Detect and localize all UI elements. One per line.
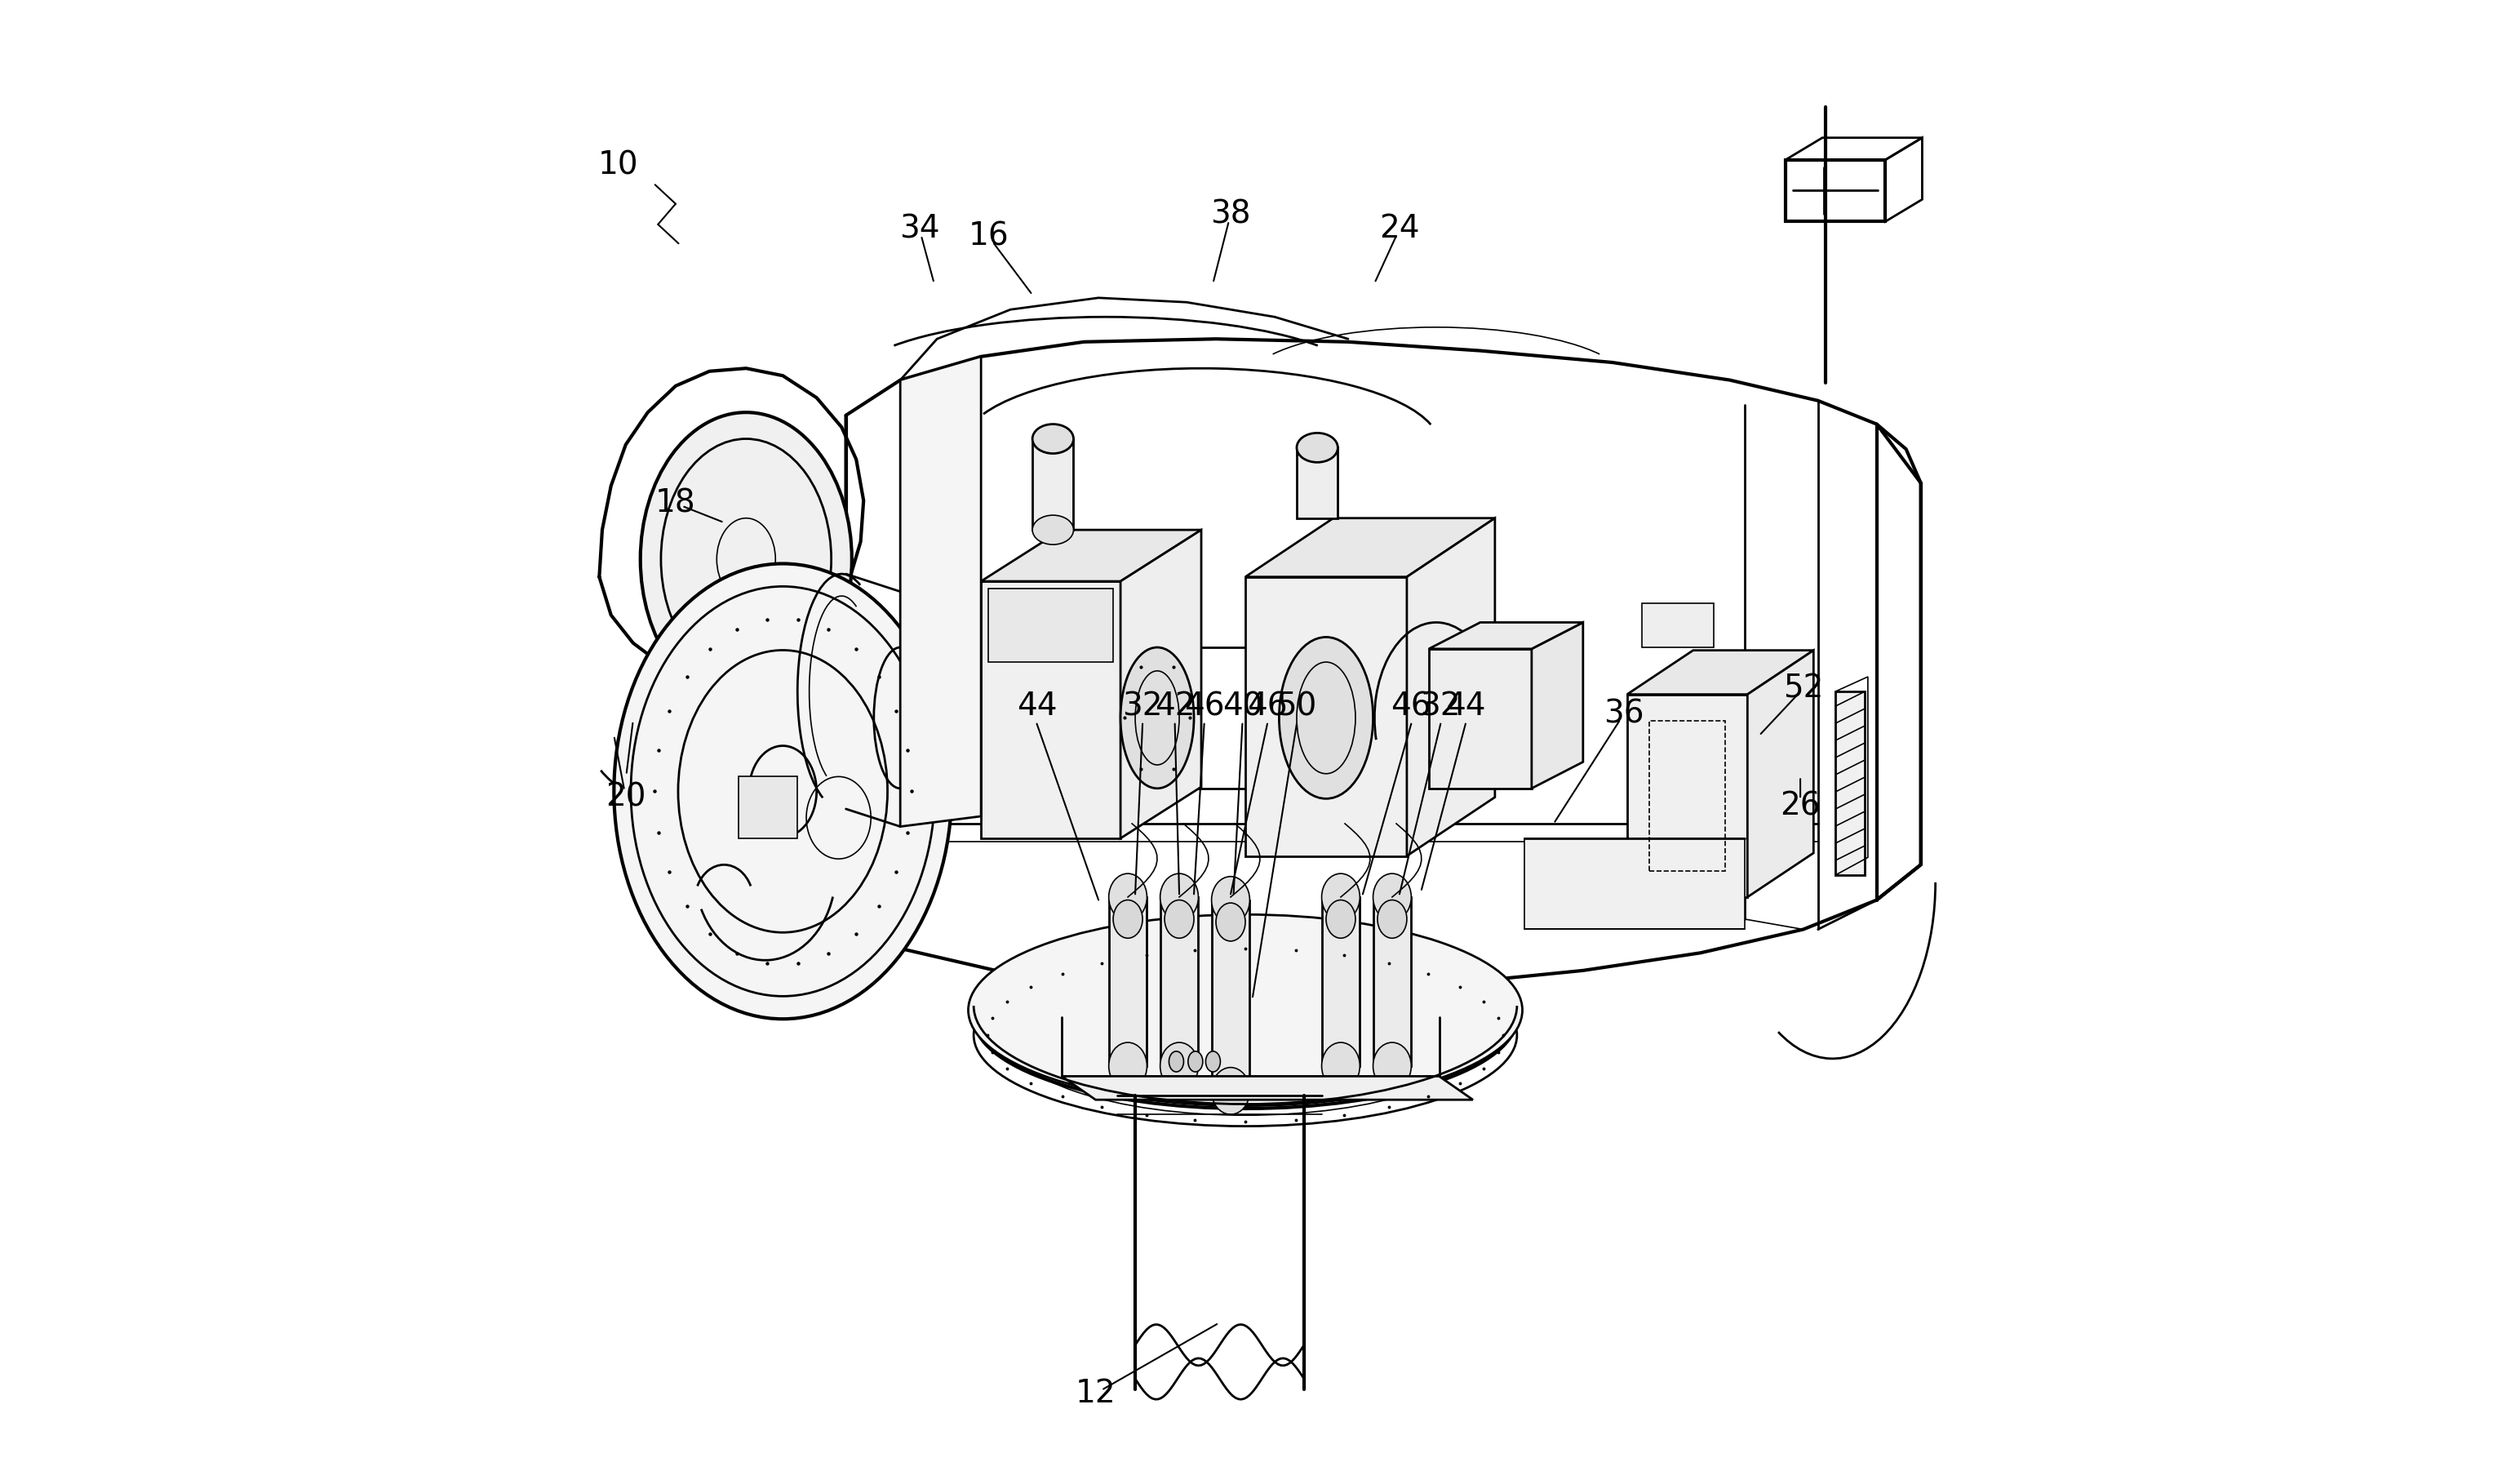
Ellipse shape bbox=[1033, 424, 1074, 453]
Text: 46: 46 bbox=[1247, 690, 1288, 722]
Ellipse shape bbox=[1320, 874, 1361, 921]
Text: 24: 24 bbox=[1378, 213, 1419, 244]
Text: 46: 46 bbox=[1391, 690, 1431, 722]
Ellipse shape bbox=[1212, 877, 1250, 924]
Bar bbox=[1212, 900, 1250, 1091]
Text: 40: 40 bbox=[1222, 690, 1263, 722]
Bar bbox=[1109, 897, 1147, 1066]
Polygon shape bbox=[900, 356, 980, 827]
Text: 46: 46 bbox=[1184, 690, 1225, 722]
Ellipse shape bbox=[1033, 515, 1074, 544]
Bar bbox=[1373, 897, 1411, 1066]
Ellipse shape bbox=[1205, 1052, 1220, 1072]
Bar bbox=[738, 777, 796, 838]
Text: 52: 52 bbox=[1784, 674, 1824, 705]
Polygon shape bbox=[1628, 650, 1814, 694]
Text: 12: 12 bbox=[1076, 1378, 1116, 1409]
Ellipse shape bbox=[1378, 900, 1406, 938]
Polygon shape bbox=[1245, 518, 1494, 577]
Text: 36: 36 bbox=[1603, 697, 1646, 730]
Bar bbox=[1628, 694, 1746, 897]
Text: 32: 32 bbox=[1121, 690, 1162, 722]
Bar bbox=[1835, 691, 1865, 875]
Text: 44: 44 bbox=[1016, 690, 1056, 722]
Text: 38: 38 bbox=[1210, 199, 1250, 229]
Bar bbox=[1245, 577, 1406, 856]
Text: 26: 26 bbox=[1779, 790, 1819, 821]
Bar bbox=[1787, 160, 1885, 222]
Ellipse shape bbox=[1326, 900, 1356, 938]
Text: 16: 16 bbox=[968, 221, 1008, 252]
Bar bbox=[988, 588, 1114, 662]
Ellipse shape bbox=[1212, 1068, 1250, 1115]
Ellipse shape bbox=[973, 927, 1517, 1109]
Ellipse shape bbox=[1114, 900, 1142, 938]
Bar bbox=[980, 581, 1121, 838]
Ellipse shape bbox=[1159, 1043, 1200, 1090]
Text: 10: 10 bbox=[597, 150, 638, 181]
Ellipse shape bbox=[1164, 900, 1194, 938]
Ellipse shape bbox=[1109, 874, 1147, 921]
Polygon shape bbox=[1525, 838, 1744, 930]
Bar bbox=[1033, 438, 1074, 530]
Ellipse shape bbox=[968, 915, 1522, 1106]
Ellipse shape bbox=[640, 412, 852, 706]
Ellipse shape bbox=[1320, 1043, 1361, 1090]
Ellipse shape bbox=[1121, 647, 1194, 788]
Ellipse shape bbox=[1373, 1043, 1411, 1090]
Polygon shape bbox=[1406, 518, 1494, 856]
Text: 18: 18 bbox=[655, 488, 696, 519]
Ellipse shape bbox=[1217, 903, 1245, 941]
Text: 20: 20 bbox=[605, 781, 645, 812]
Text: 34: 34 bbox=[900, 213, 940, 244]
Polygon shape bbox=[1061, 1077, 1472, 1100]
Text: 42: 42 bbox=[1154, 690, 1194, 722]
Polygon shape bbox=[1746, 650, 1814, 897]
Polygon shape bbox=[1532, 622, 1583, 788]
Bar bbox=[1648, 721, 1726, 871]
Ellipse shape bbox=[1169, 1052, 1184, 1072]
Bar bbox=[1159, 897, 1200, 1066]
Bar bbox=[1298, 447, 1338, 518]
Bar bbox=[1641, 603, 1714, 647]
Text: 44: 44 bbox=[1446, 690, 1487, 722]
Ellipse shape bbox=[1159, 874, 1200, 921]
Text: 32: 32 bbox=[1421, 690, 1462, 722]
Ellipse shape bbox=[1187, 1052, 1202, 1072]
Polygon shape bbox=[1121, 530, 1202, 838]
Polygon shape bbox=[1429, 622, 1583, 649]
Bar bbox=[1320, 897, 1361, 1066]
Text: 50: 50 bbox=[1278, 690, 1318, 722]
Ellipse shape bbox=[1373, 874, 1411, 921]
Bar bbox=[1429, 649, 1532, 788]
Ellipse shape bbox=[1280, 637, 1373, 799]
Ellipse shape bbox=[1298, 432, 1338, 462]
Ellipse shape bbox=[615, 563, 953, 1019]
Ellipse shape bbox=[1109, 1043, 1147, 1090]
Polygon shape bbox=[980, 530, 1202, 581]
